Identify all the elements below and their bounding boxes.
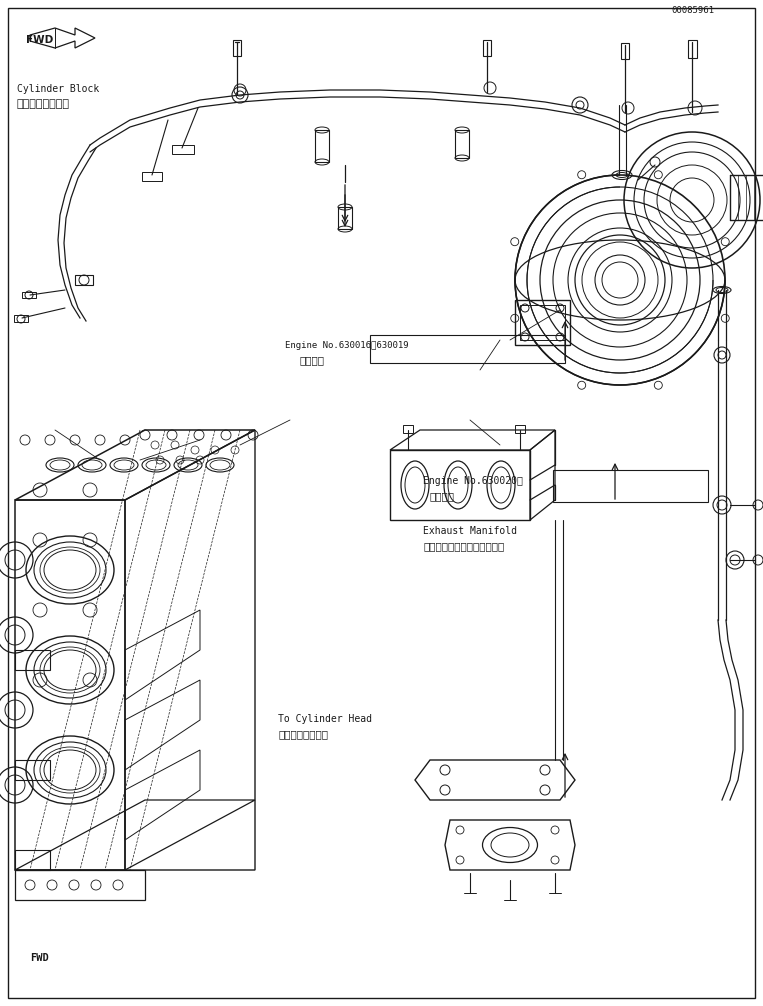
Text: FWD: FWD bbox=[31, 953, 49, 963]
Bar bbox=[338, 207, 352, 229]
Text: シリンダブロック: シリンダブロック bbox=[17, 99, 69, 109]
Bar bbox=[142, 172, 162, 181]
Bar bbox=[14, 315, 28, 322]
Text: 00085961: 00085961 bbox=[671, 6, 714, 15]
Text: To Cylinder Head: To Cylinder Head bbox=[278, 714, 372, 724]
Bar bbox=[403, 425, 413, 433]
Text: エキゾーストマニホールド゜: エキゾーストマニホールド゜ bbox=[423, 541, 504, 551]
Text: FWD: FWD bbox=[27, 35, 53, 45]
Text: Engine No.630016～630019: Engine No.630016～630019 bbox=[285, 341, 408, 350]
Text: Cylinder Block: Cylinder Block bbox=[17, 83, 99, 94]
Bar bbox=[22, 292, 36, 298]
Bar bbox=[75, 275, 93, 285]
Bar bbox=[515, 425, 525, 433]
Text: 適用号機: 適用号機 bbox=[430, 491, 455, 501]
Bar bbox=[315, 130, 329, 162]
Bar bbox=[233, 40, 241, 56]
Text: Engine No.630020～: Engine No.630020～ bbox=[423, 476, 523, 486]
Bar bbox=[688, 40, 697, 58]
Text: Exhaust Manifold: Exhaust Manifold bbox=[423, 526, 517, 536]
Text: シリンダヘッドへ: シリンダヘッドへ bbox=[278, 729, 329, 739]
Bar bbox=[483, 40, 491, 56]
Bar bbox=[553, 470, 708, 502]
Bar bbox=[455, 130, 469, 158]
Text: 適用号機: 適用号機 bbox=[300, 355, 325, 365]
Bar bbox=[621, 43, 629, 59]
Bar bbox=[172, 145, 194, 154]
Bar bbox=[370, 335, 565, 363]
